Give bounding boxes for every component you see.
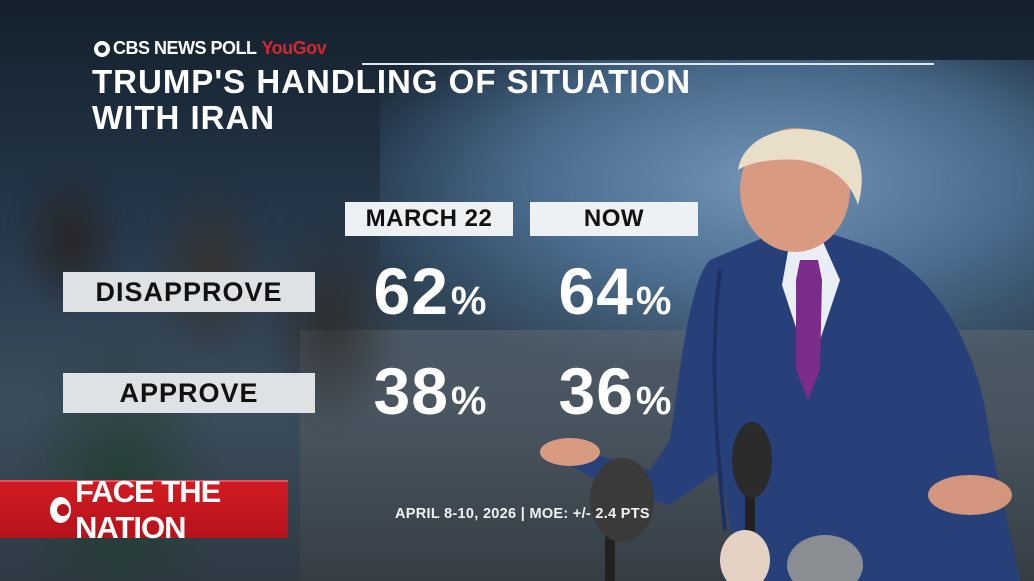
- program-name: FACE THE NATION: [75, 474, 221, 545]
- fieldwork-dates: APRIL 8-10, 2026: [395, 506, 517, 522]
- poll-logo: CBS NEWS POLL YouGov: [94, 38, 327, 59]
- column-header-march-22: MARCH 22: [345, 202, 513, 236]
- microphone-icon: [590, 422, 863, 581]
- speaker-photo: [540, 128, 1020, 581]
- cbs-eye-icon: [50, 497, 72, 523]
- value-approve-now: 36%: [530, 358, 700, 424]
- poll-footnote: APRIL 8-10, 2026 | MOE: +/- 2.4 PTS: [395, 506, 650, 522]
- percent-sign: %: [635, 379, 672, 423]
- value-approve-march-22: 38%: [345, 358, 515, 424]
- row-label-disapprove: DISAPPROVE: [63, 272, 315, 312]
- value-number: 36: [558, 354, 634, 428]
- column-header-now: NOW: [530, 202, 698, 236]
- cbs-eye-icon: [94, 40, 110, 57]
- value-number: 38: [373, 354, 449, 428]
- title-line-2: WITH IRAN: [92, 99, 276, 136]
- partner-label: YouGov: [261, 38, 327, 58]
- program-logo: FACE THE NATION: [0, 474, 288, 545]
- percent-sign: %: [635, 279, 672, 323]
- value-disapprove-now: 64%: [530, 258, 700, 324]
- value-number: 64: [558, 254, 634, 328]
- row-label-approve: APPROVE: [63, 373, 315, 413]
- value-disapprove-march-22: 62%: [345, 258, 515, 324]
- percent-sign: %: [450, 379, 487, 423]
- value-number: 62: [373, 254, 449, 328]
- page-title: TRUMP'S HANDLING OF SITUATION WITH IRAN: [92, 64, 852, 136]
- network-label: CBS NEWS POLL: [113, 38, 257, 58]
- margin-of-error: MOE: +/- 2.4 PTS: [529, 506, 650, 522]
- header-divider: [362, 63, 934, 65]
- footnote-separator: |: [520, 506, 526, 522]
- percent-sign: %: [450, 279, 487, 323]
- title-line-1: TRUMP'S HANDLING OF SITUATION: [92, 63, 692, 100]
